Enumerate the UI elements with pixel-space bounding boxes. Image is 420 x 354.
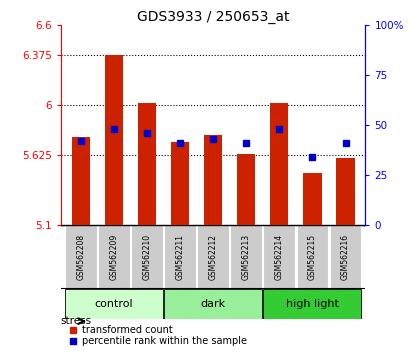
Bar [204, 136, 222, 225]
Bar [297, 225, 328, 289]
Bar [263, 289, 362, 319]
Bar [330, 225, 362, 289]
Text: GSM562210: GSM562210 [142, 234, 152, 280]
Text: GSM562214: GSM562214 [275, 234, 284, 280]
Bar [303, 173, 322, 225]
Text: GSM562213: GSM562213 [242, 234, 251, 280]
Bar [270, 103, 289, 225]
Bar [98, 225, 130, 289]
Bar [263, 225, 295, 289]
Text: transformed count: transformed count [82, 325, 173, 335]
Text: GSM562212: GSM562212 [209, 234, 218, 280]
Text: GSM562215: GSM562215 [308, 234, 317, 280]
Bar [65, 225, 97, 289]
Bar [230, 225, 262, 289]
Text: stress: stress [61, 316, 92, 326]
Text: dark: dark [201, 299, 226, 309]
Bar [164, 225, 196, 289]
Bar [72, 137, 90, 225]
Bar [131, 225, 163, 289]
Bar [197, 225, 229, 289]
Text: percentile rank within the sample: percentile rank within the sample [82, 336, 247, 346]
Bar [237, 154, 255, 225]
Text: GSM562209: GSM562209 [109, 234, 118, 280]
Text: high light: high light [286, 299, 339, 309]
Bar [164, 289, 262, 319]
Bar [105, 55, 123, 225]
Bar [65, 289, 163, 319]
Bar [336, 158, 354, 225]
Text: control: control [94, 299, 133, 309]
Text: GSM562208: GSM562208 [76, 234, 85, 280]
Title: GDS3933 / 250653_at: GDS3933 / 250653_at [137, 10, 289, 24]
Text: GSM562216: GSM562216 [341, 234, 350, 280]
Bar [138, 103, 156, 225]
Text: GSM562211: GSM562211 [176, 234, 184, 280]
Bar [171, 142, 189, 225]
